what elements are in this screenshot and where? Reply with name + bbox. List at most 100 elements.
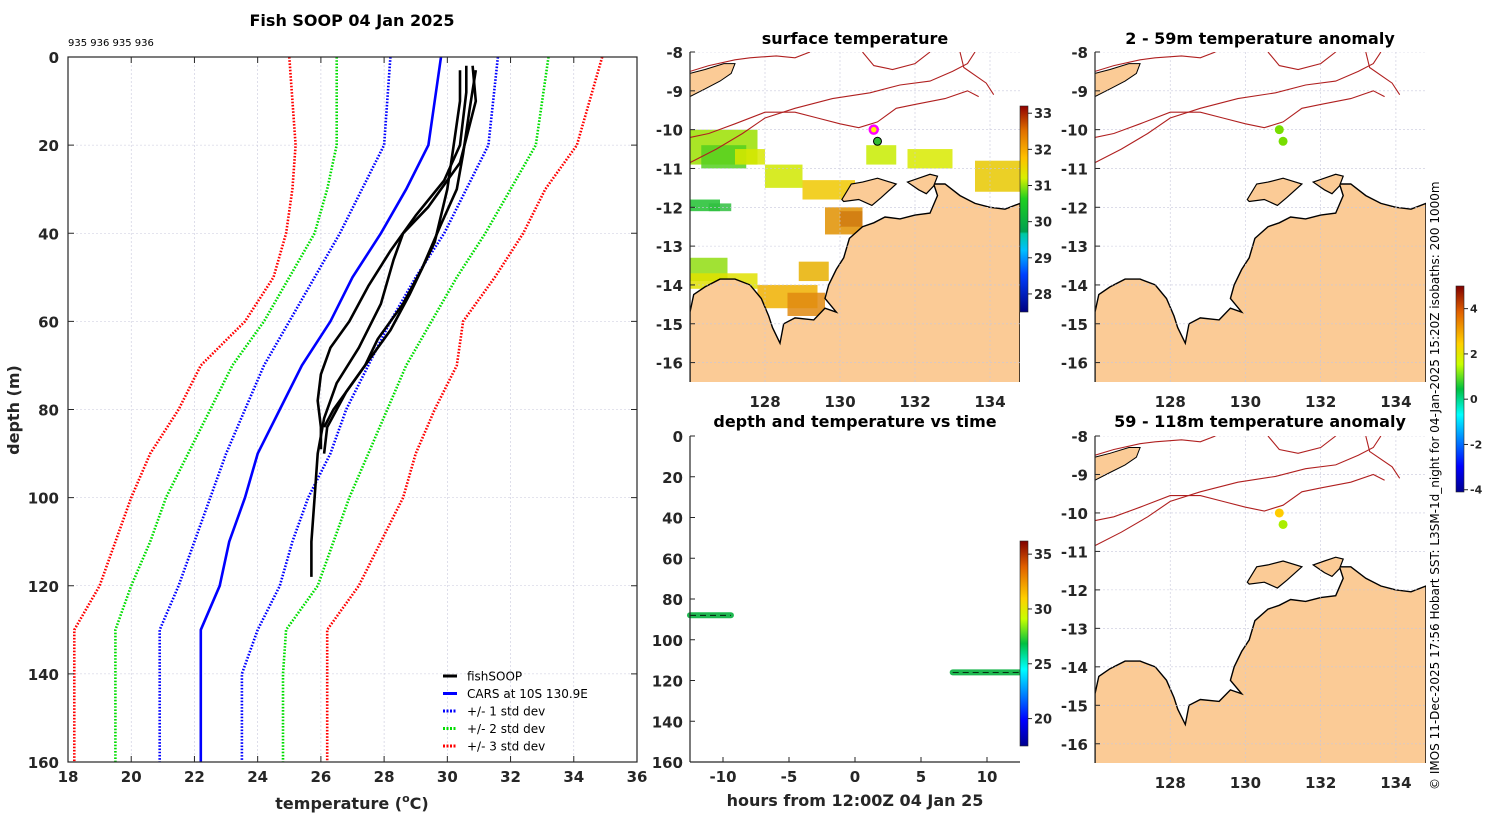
profile-xtick-label: 22 xyxy=(184,768,205,786)
anomaly-deep-grid xyxy=(1095,436,1426,763)
time-depth-colorbar-label: 30 xyxy=(1034,603,1052,618)
profile-ytick-label: 120 xyxy=(28,578,59,596)
time-depth-xtick-label: 0 xyxy=(850,768,860,786)
sst-markers xyxy=(868,124,882,146)
profile-legend: fishSOOP CARS at 10S 130.9E +/- 1 std dev +… xyxy=(443,670,588,754)
sst-data-patch xyxy=(765,164,803,188)
isobath-line xyxy=(1365,52,1401,96)
land-australia xyxy=(690,183,1020,382)
map-ytick-label: -12 xyxy=(1061,199,1088,217)
time-depth-ytick-label: 160 xyxy=(652,754,683,772)
land-timor xyxy=(1095,63,1141,98)
land-melville-island xyxy=(1246,177,1304,207)
sst-colorbar-label: 33 xyxy=(1034,107,1052,122)
sst-colorbar-label: 31 xyxy=(1034,180,1052,195)
sst-data-patch xyxy=(787,292,825,316)
time-depth-chart: depth and temperature vs time -10 -5 0 5 100… xyxy=(652,412,1052,810)
sst-map-title: surface temperature xyxy=(762,29,949,48)
profile-xtick-label: 36 xyxy=(627,768,648,786)
legend-label: +/- 3 std dev xyxy=(467,740,545,754)
profile-ytick-label: 100 xyxy=(28,490,59,508)
profile-series--1-std-dev xyxy=(240,56,500,762)
time-depth-xlabel: hours from 12:00Z 04 Jan 25 xyxy=(727,791,984,810)
map-xtick-label: 130 xyxy=(1230,774,1261,792)
anomaly-colorbar-label: -2 xyxy=(1470,438,1482,451)
map-ytick-label: -12 xyxy=(656,199,683,217)
credit-text: © IMOS 11-Dec-2025 17:56 Hobart SST: L3S… xyxy=(1428,181,1442,790)
map-ytick-label: -15 xyxy=(1061,316,1088,334)
sst-data-patch xyxy=(866,145,897,165)
land-timor xyxy=(690,63,736,98)
map-ytick-label: -13 xyxy=(1061,238,1088,256)
isobath-line xyxy=(690,52,811,72)
profile-chart: Fish SOOP 04 Jan 2025 935 936 935 936 18… xyxy=(4,11,647,813)
map-ytick-label: -8 xyxy=(666,44,683,62)
map-ytick-label: -10 xyxy=(656,122,683,140)
isobath-line xyxy=(1095,52,1216,72)
land-australia xyxy=(1095,566,1426,763)
profile-xtick-label: 20 xyxy=(121,768,142,786)
profile-series--1-std-dev xyxy=(158,56,392,762)
isobath-line xyxy=(1095,436,1382,547)
profile-xtick-label: 32 xyxy=(500,768,521,786)
map-ytick-label: -14 xyxy=(1061,277,1088,295)
time-depth-colorbar-label: 35 xyxy=(1034,548,1052,563)
anomaly-deep-marker xyxy=(1274,508,1284,518)
sst-colorbar-label: 28 xyxy=(1034,288,1052,303)
map-ytick-label: -10 xyxy=(1061,122,1088,140)
sst-map: surface temperature -8-9-10-11-12-13-14-… xyxy=(656,29,1052,411)
map-ytick-label: -15 xyxy=(1061,697,1088,715)
profile-xtick-label: 18 xyxy=(58,768,79,786)
time-depth-ytick-label: 120 xyxy=(652,673,683,691)
time-depth-ytick-label: 100 xyxy=(652,632,683,650)
map-ytick-label: -9 xyxy=(1071,466,1088,484)
legend-label: CARS at 10S 130.9E xyxy=(467,687,588,701)
profile-series--3-std-dev xyxy=(73,56,297,762)
anomaly-deep-markers xyxy=(1274,508,1288,529)
land-cobourg xyxy=(1311,556,1345,578)
sst-data-patch xyxy=(907,149,953,169)
sst-data-patch xyxy=(690,199,720,212)
profile-xtick-label: 34 xyxy=(563,768,584,786)
anomaly-deep-marker xyxy=(1278,519,1288,529)
profile-xtick-label: 30 xyxy=(437,768,458,786)
map-xtick-label: 132 xyxy=(1305,774,1336,792)
isobath-line xyxy=(1365,436,1401,479)
map-ytick-label: -11 xyxy=(1061,543,1088,561)
anomaly-shallow-grid xyxy=(1095,52,1426,382)
anomaly-shallow-marker xyxy=(1278,136,1288,146)
anomaly-shallow-ticks: -8 -9 -10 -11 -12 -13 -14 -15 -16 128 130 132 134 xyxy=(1061,44,1412,411)
sst-ticks: -8 -9 -10 -11 -12 -13 -14 -15 -16 128 130 132 134 xyxy=(656,44,1006,411)
anomaly-shallow-map: 2 - 59m temperature anomaly -8 -9 -10 -11 -1… xyxy=(1061,29,1426,411)
map-xtick-label: 134 xyxy=(1380,774,1411,792)
sst-data-patch xyxy=(975,160,1020,192)
isobath-line xyxy=(690,90,979,138)
isobath-line xyxy=(1095,473,1385,522)
land-cobourg xyxy=(1311,173,1345,195)
anomaly-shallow-title: 2 - 59m temperature anomaly xyxy=(1125,29,1395,48)
legend-label: +/- 1 std dev xyxy=(467,705,545,719)
map-ytick-label: -16 xyxy=(656,355,683,373)
sst-data-patch xyxy=(735,149,765,165)
map-ytick-label: -14 xyxy=(656,277,683,295)
profile-series--2-std-dev xyxy=(114,57,339,762)
profile-cast-line xyxy=(316,65,468,450)
time-depth-colorbar-label: 25 xyxy=(1034,658,1052,673)
map-ytick-label: -9 xyxy=(666,83,683,101)
time-depth-colorbar-label: 20 xyxy=(1034,713,1052,728)
isobath-line xyxy=(959,52,995,95)
time-depth-xtick-label: -5 xyxy=(781,768,798,786)
anomaly-deep-map: 59 - 118m temperature anomaly -8 -9 -10 -11… xyxy=(1061,285,1483,792)
profile-xtick-label: 26 xyxy=(310,768,331,786)
profile-series-cars-at-10s-130-9e xyxy=(199,56,443,762)
sst-data-patch xyxy=(802,180,855,200)
map-xtick-label: 134 xyxy=(1380,393,1411,411)
profile-ylabel: depth (m) xyxy=(4,365,23,455)
profile-ytick-label: 140 xyxy=(28,666,59,684)
anomaly-deep-isobaths xyxy=(1095,436,1401,547)
anomaly-colorbar-label: -4 xyxy=(1470,484,1483,497)
time-depth-ytick-label: 60 xyxy=(662,550,683,568)
map-xtick-label: 128 xyxy=(1155,774,1186,792)
isobath-line xyxy=(862,52,931,71)
legend-label: +/- 2 std dev xyxy=(467,722,545,736)
